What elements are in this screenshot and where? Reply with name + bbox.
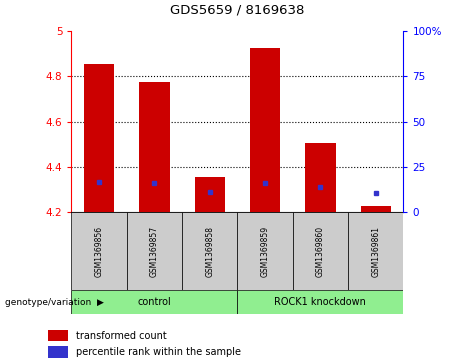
Text: ROCK1 knockdown: ROCK1 knockdown — [274, 297, 366, 307]
Text: GDS5659 / 8169638: GDS5659 / 8169638 — [170, 3, 305, 16]
Bar — [348, 212, 403, 290]
Bar — [237, 290, 403, 314]
Bar — [139, 82, 170, 212]
Bar — [250, 48, 280, 212]
Text: genotype/variation  ▶: genotype/variation ▶ — [5, 298, 103, 307]
Bar — [48, 346, 68, 358]
Bar — [305, 143, 336, 212]
Bar — [71, 212, 127, 290]
Text: GSM1369857: GSM1369857 — [150, 226, 159, 277]
Text: control: control — [137, 297, 171, 307]
Bar — [71, 290, 237, 314]
Bar — [127, 212, 182, 290]
Bar — [84, 64, 114, 212]
Bar — [293, 212, 348, 290]
Text: transformed count: transformed count — [76, 331, 166, 341]
Bar — [48, 330, 68, 341]
Bar — [195, 177, 225, 212]
Bar — [182, 212, 237, 290]
Text: GSM1369860: GSM1369860 — [316, 226, 325, 277]
Text: GSM1369858: GSM1369858 — [205, 226, 214, 277]
Text: GSM1369856: GSM1369856 — [95, 226, 104, 277]
Bar — [361, 205, 391, 212]
Bar — [237, 212, 293, 290]
Text: GSM1369861: GSM1369861 — [371, 226, 380, 277]
Text: GSM1369859: GSM1369859 — [260, 226, 270, 277]
Text: percentile rank within the sample: percentile rank within the sample — [76, 347, 241, 357]
